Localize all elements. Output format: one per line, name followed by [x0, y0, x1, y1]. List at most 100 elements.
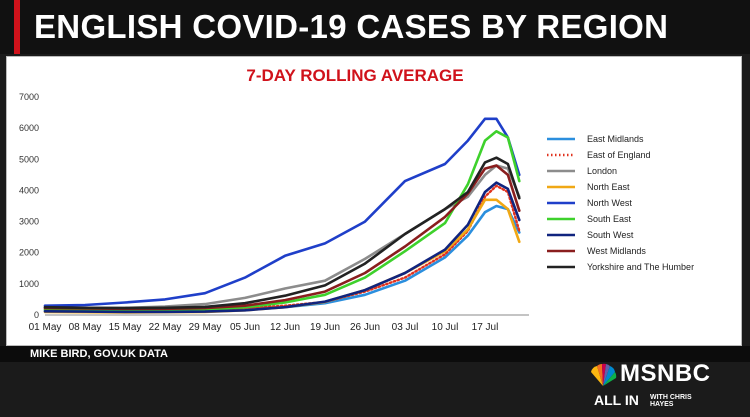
data-point [364, 262, 366, 265]
data-point [518, 241, 521, 243]
data-point [507, 174, 509, 176]
y-tick-label: 7000 [19, 92, 39, 102]
data-point [244, 276, 246, 279]
data-point [467, 195, 469, 198]
y-tick-label: 5000 [19, 154, 39, 164]
data-point [484, 191, 486, 193]
show-host: WITH CHRIS HAYES [650, 394, 692, 408]
chart-title: 7-DAY ROLLING AVERAGE [246, 66, 463, 85]
data-point [444, 208, 446, 210]
data-point [467, 234, 469, 237]
data-point [244, 309, 246, 312]
data-point [84, 310, 86, 313]
data-point [467, 228, 469, 231]
data-point [364, 220, 366, 223]
data-point [495, 181, 498, 184]
series-line-london [43, 164, 521, 310]
headline: ENGLISH COVID-19 CASES BY REGION [34, 8, 669, 45]
data-point [324, 300, 326, 303]
data-point [204, 310, 206, 313]
data-point [484, 118, 486, 120]
data-point [467, 223, 469, 226]
data-point [124, 307, 126, 309]
legend-label: North East [587, 182, 630, 192]
data-point [244, 304, 246, 307]
data-point [467, 191, 469, 193]
legend-label: East of England [587, 150, 651, 160]
data-point [518, 219, 521, 221]
data-point [484, 198, 486, 201]
data-point [484, 167, 486, 170]
legend-label: London [587, 166, 617, 176]
y-tick-label: 3000 [19, 217, 39, 227]
x-tick-label: 22 May [149, 322, 182, 333]
data-point [518, 180, 521, 182]
data-point [404, 250, 406, 252]
data-point [507, 136, 509, 139]
data-point [364, 289, 366, 291]
data-point [284, 287, 286, 290]
series-line-south-west [43, 181, 521, 314]
data-point [484, 139, 486, 142]
data-point [204, 306, 206, 308]
x-tick-label: 29 May [189, 322, 222, 333]
data-point [284, 299, 286, 301]
data-point [404, 276, 406, 279]
data-point [44, 306, 46, 309]
data-point [204, 292, 206, 294]
accent-bar [14, 0, 20, 54]
axes: 0 1000 2000 3000 4000 5000 6000 7000 01 May 08 Ma… [19, 92, 529, 333]
data-point [495, 118, 498, 120]
line-chart: 7-DAY ROLLING AVERAGE 0 1000 2000 3000 4000 5… [19, 66, 694, 333]
data-point [364, 293, 366, 296]
source-credit: MIKE BIRD, GOV.UK DATA [30, 348, 168, 360]
data-point [495, 184, 498, 187]
data-point [518, 230, 521, 232]
series-line-south-east [43, 130, 521, 312]
legend-label: South East [587, 214, 632, 224]
data-point [284, 255, 286, 257]
legend: East Midlands East of England London North … [547, 134, 694, 272]
data-point [507, 163, 509, 165]
data-point [444, 216, 446, 218]
legend-label: South West [587, 230, 634, 240]
data-point [164, 311, 166, 313]
legend-label: West Midlands [587, 246, 646, 256]
data-point [518, 209, 521, 212]
data-point [518, 197, 521, 200]
data-point [364, 272, 366, 274]
data-point [404, 233, 406, 235]
data-point [495, 198, 498, 201]
data-point [324, 290, 326, 293]
data-point [364, 276, 366, 279]
data-point [124, 311, 126, 313]
network-logo: MSNBC ALL IN WITH CHRIS HAYES [588, 358, 738, 414]
show-name: ALL IN [594, 392, 639, 408]
data-point [495, 205, 498, 207]
y-tick-label: 2000 [19, 248, 39, 258]
data-point [324, 242, 326, 245]
data-point [444, 256, 446, 259]
data-point [284, 294, 286, 297]
headline-banner: ENGLISH COVID-19 CASES BY REGION [0, 0, 750, 54]
legend-label: East Midlands [587, 134, 644, 144]
data-point [484, 174, 486, 176]
x-tick-label: 15 May [109, 322, 142, 333]
data-point [404, 245, 406, 248]
legend-label: North West [587, 198, 632, 208]
x-tick-label: 01 May [29, 322, 62, 333]
x-tick-label: 08 May [69, 322, 102, 333]
data-point [84, 307, 86, 309]
series-line-yorkshire-and-the-humber [43, 156, 521, 310]
data-point [44, 310, 46, 313]
chart-panel: 7-DAY ROLLING AVERAGE 0 1000 2000 3000 4000 5… [6, 56, 742, 346]
peacock-icon [591, 363, 617, 386]
source-bar: MIKE BIRD, GOV.UK DATA [0, 346, 750, 362]
x-tick-label: 10 Jul [432, 322, 459, 333]
data-point [324, 284, 326, 287]
y-tick-label: 4000 [19, 185, 39, 195]
data-point [495, 164, 498, 167]
data-point [404, 279, 406, 282]
data-point [244, 297, 246, 299]
data-point [284, 301, 286, 304]
